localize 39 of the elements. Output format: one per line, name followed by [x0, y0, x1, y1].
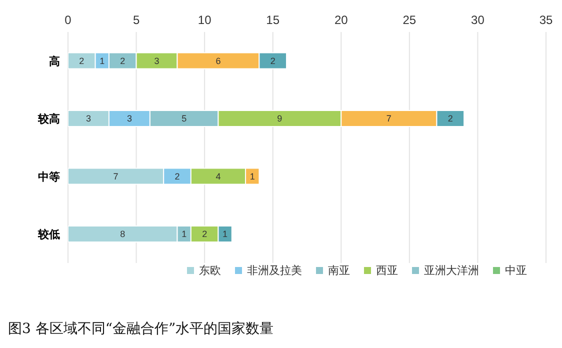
x-tick-label: 20	[334, 13, 348, 27]
data-label: 7	[113, 171, 118, 182]
data-label: 3	[86, 114, 91, 124]
data-label: 1	[100, 56, 105, 66]
y-tick-label: 较低	[37, 228, 60, 242]
x-tick-label: 10	[198, 13, 212, 27]
x-tick-label: 30	[471, 13, 485, 27]
legend-label: 亚洲大洋洲	[424, 264, 479, 278]
x-tick-label: 35	[539, 13, 553, 27]
x-tick-label: 5	[132, 13, 140, 27]
legend-label: 中亚	[505, 264, 527, 278]
y-tick-label: 中等	[38, 170, 60, 184]
data-label: 1	[182, 229, 187, 240]
data-label: 2	[202, 229, 208, 240]
data-label: 6	[216, 56, 221, 66]
data-label: 1	[222, 229, 228, 240]
x-tick-label: 15	[266, 13, 280, 27]
data-label: 4	[216, 171, 221, 182]
data-label: 5	[182, 114, 187, 124]
data-label: 3	[154, 56, 160, 66]
legend-label: 南亚	[328, 264, 350, 278]
data-label: 2	[120, 56, 126, 66]
data-label: 7	[386, 114, 392, 124]
legend-label: 非洲及拉美	[247, 264, 302, 278]
data-label: 9	[277, 114, 282, 124]
data-label: 3	[126, 114, 132, 124]
x-tick-label: 0	[64, 13, 72, 27]
y-tick-label: 高	[49, 54, 60, 68]
data-label: 2	[174, 171, 180, 182]
data-label: 2	[79, 56, 84, 66]
data-label: 2	[448, 114, 453, 124]
legend-label: 西亚	[376, 264, 398, 278]
data-label: 2	[270, 56, 276, 66]
text: 图3 各区域不同“金融合作”水平的国家数量	[8, 320, 275, 338]
y-tick-label: 较高	[37, 112, 60, 126]
legend-label: 东欧	[199, 264, 221, 278]
data-label: 8	[120, 229, 126, 240]
data-label: 1	[250, 171, 255, 182]
x-tick-label: 25	[402, 13, 416, 27]
